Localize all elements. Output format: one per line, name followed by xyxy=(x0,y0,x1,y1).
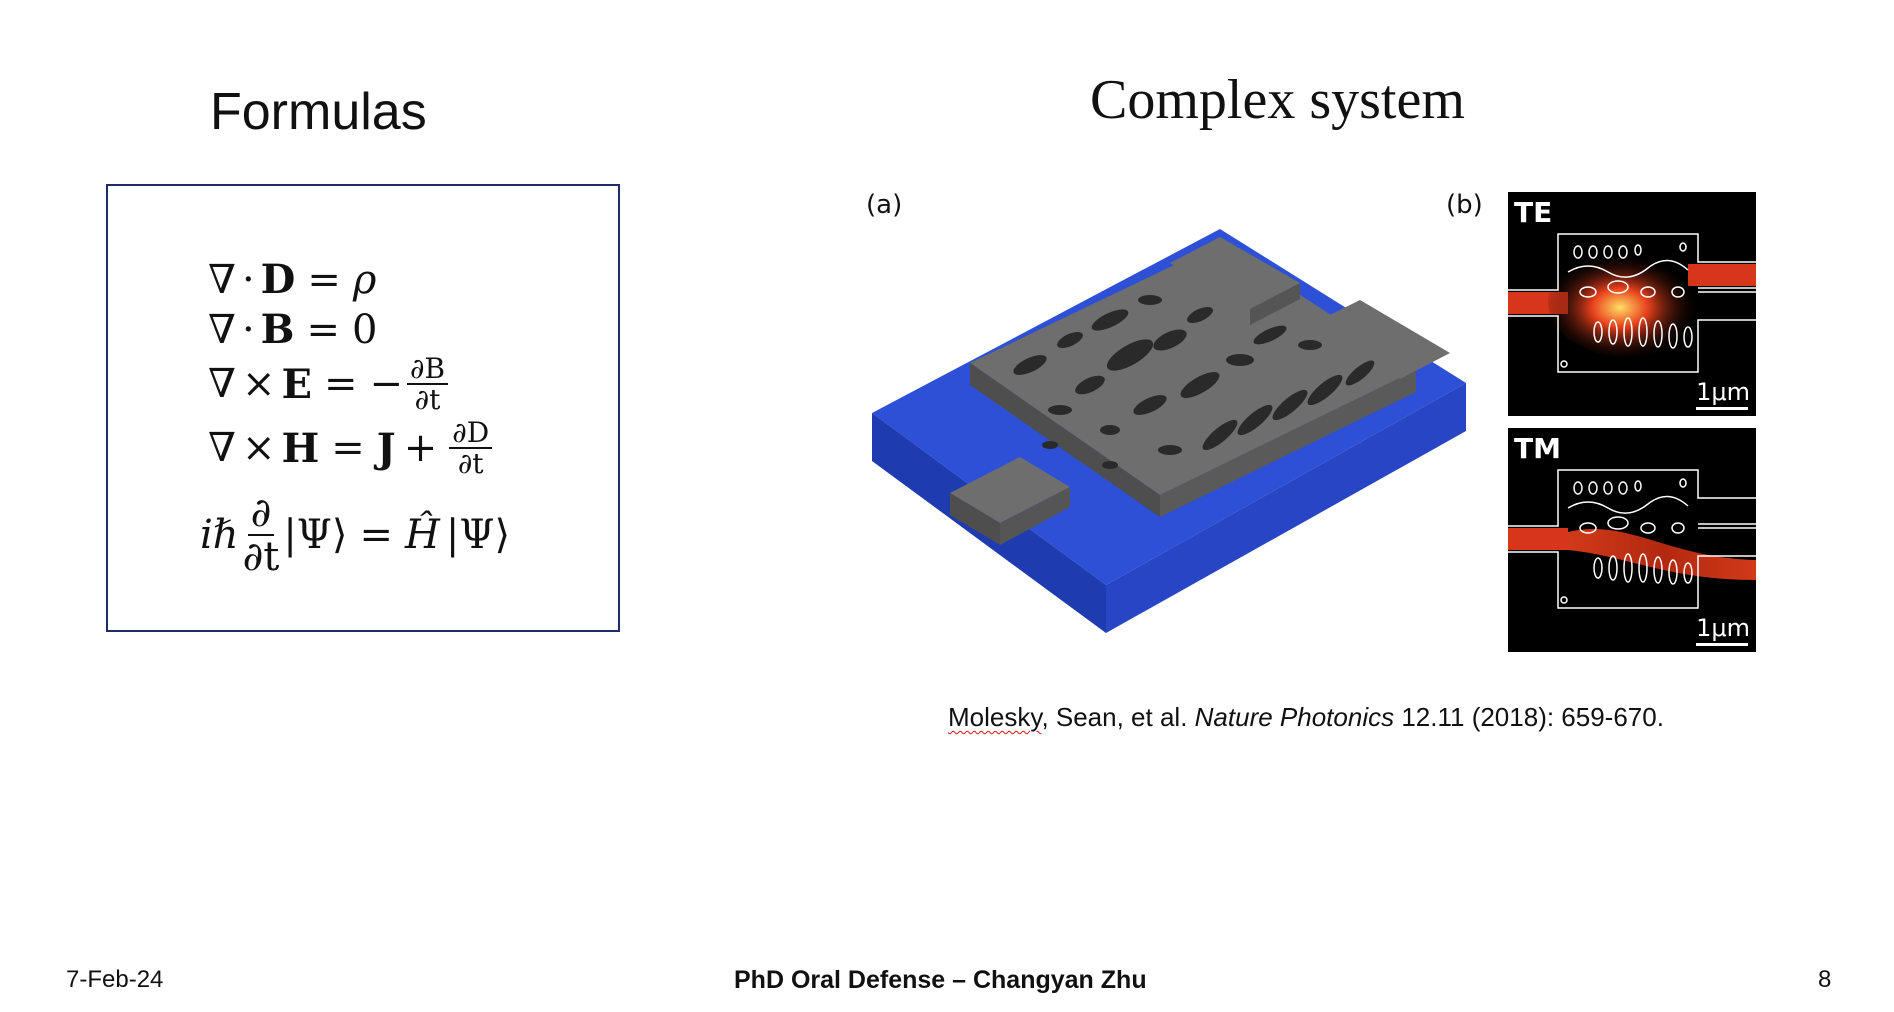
tm-field-map xyxy=(1508,469,1756,609)
nabla-symbol: ∇ xyxy=(208,256,236,303)
device-holes xyxy=(1013,295,1375,469)
gauss-law-equation: ∇ · D = ρ xyxy=(208,256,376,303)
nabla-symbol: ∇ xyxy=(208,306,236,353)
j-field-symbol: J xyxy=(376,424,396,472)
citation-journal: Nature Photonics xyxy=(1194,702,1395,732)
d-field-symbol: D xyxy=(260,256,296,303)
dD-dt-fraction: ∂D ∂t xyxy=(449,418,493,481)
citation: Molesky, Sean, et al. Nature Photonics 1… xyxy=(948,702,1664,733)
te-tag: TE xyxy=(1514,196,1553,229)
tm-field-panel: TM 1μm xyxy=(1508,428,1756,652)
gauss-magnetism-equation: ∇ · B = 0 xyxy=(208,306,377,353)
te-scale-label: 1μm xyxy=(1696,378,1750,406)
partial-t-fraction: ∂ ∂t xyxy=(243,492,280,578)
rho-symbol: ρ xyxy=(352,256,377,303)
te-field-panel: TE 1μm xyxy=(1508,192,1756,416)
equals-sign: = xyxy=(307,256,341,303)
plus-sign: + xyxy=(403,425,438,472)
footer-date: 7-Feb-24 xyxy=(66,966,164,993)
ket-psi: |Ψ⟩ xyxy=(283,512,348,558)
device-slab xyxy=(950,237,1450,545)
citation-details: 12.11 (2018): 659-670. xyxy=(1394,702,1664,732)
h-field-symbol: H xyxy=(281,424,320,472)
tm-scale-bar xyxy=(1696,643,1748,646)
dt-denominator: ∂t xyxy=(414,383,441,417)
complex-system-title: Complex system xyxy=(1090,69,1465,131)
hamiltonian-symbol: Ĥ xyxy=(405,512,440,558)
dB-numerator: ∂B xyxy=(406,354,449,386)
dt-denominator: ∂t xyxy=(242,534,280,580)
citation-names: , Sean, et al. xyxy=(1041,702,1195,732)
panel-label-b: (b) xyxy=(1446,190,1483,220)
device-3d-render xyxy=(872,229,1466,633)
equals-sign: = xyxy=(323,361,358,408)
panel-label-a: (a) xyxy=(866,190,903,220)
footer-title: PhD Oral Defense – Changyan Zhu xyxy=(734,966,1147,994)
nabla-symbol: ∇ xyxy=(208,361,236,408)
dB-dt-fraction: ∂B ∂t xyxy=(406,354,449,417)
ket-psi: |Ψ⟩ xyxy=(445,512,511,558)
ampere-law-equation: ∇ × H = J + ∂D ∂t xyxy=(208,418,496,479)
partial-numerator: ∂ xyxy=(247,492,275,536)
dot-operator: · xyxy=(241,306,255,353)
zero-value: 0 xyxy=(351,306,378,353)
page-number: 8 xyxy=(1818,966,1832,993)
dt-denominator: ∂t xyxy=(457,447,484,481)
b-field-symbol: B xyxy=(260,306,295,353)
schrodinger-equation: iℏ ∂ ∂t |Ψ⟩ = Ĥ |Ψ⟩ xyxy=(200,492,510,578)
i-hbar-symbol: iℏ xyxy=(200,512,239,558)
equals-sign: = xyxy=(306,306,340,353)
faraday-law-equation: ∇ × E = − ∂B ∂t xyxy=(208,354,452,415)
equals-sign: = xyxy=(359,512,394,558)
formulas-title: Formulas xyxy=(210,83,427,141)
dot-operator: · xyxy=(241,256,255,303)
te-scale-bar xyxy=(1696,407,1748,410)
tm-tag: TM xyxy=(1514,432,1561,465)
nabla-symbol: ∇ xyxy=(208,425,236,472)
formula-box: ∇ · D = ρ ∇ · B = 0 ∇ × E = − ∂B xyxy=(106,184,620,632)
tm-scale-label: 1μm xyxy=(1696,614,1750,642)
minus-sign: − xyxy=(369,361,403,408)
cross-operator: × xyxy=(241,425,276,472)
dD-numerator: ∂D xyxy=(449,418,493,450)
citation-author: Molesky xyxy=(948,702,1042,732)
e-field-symbol: E xyxy=(281,360,312,408)
device-illustration xyxy=(870,225,1470,635)
equals-sign: = xyxy=(331,425,365,472)
cross-operator: × xyxy=(241,361,276,408)
substrate-side xyxy=(1106,383,1466,633)
te-field-map xyxy=(1508,233,1756,373)
